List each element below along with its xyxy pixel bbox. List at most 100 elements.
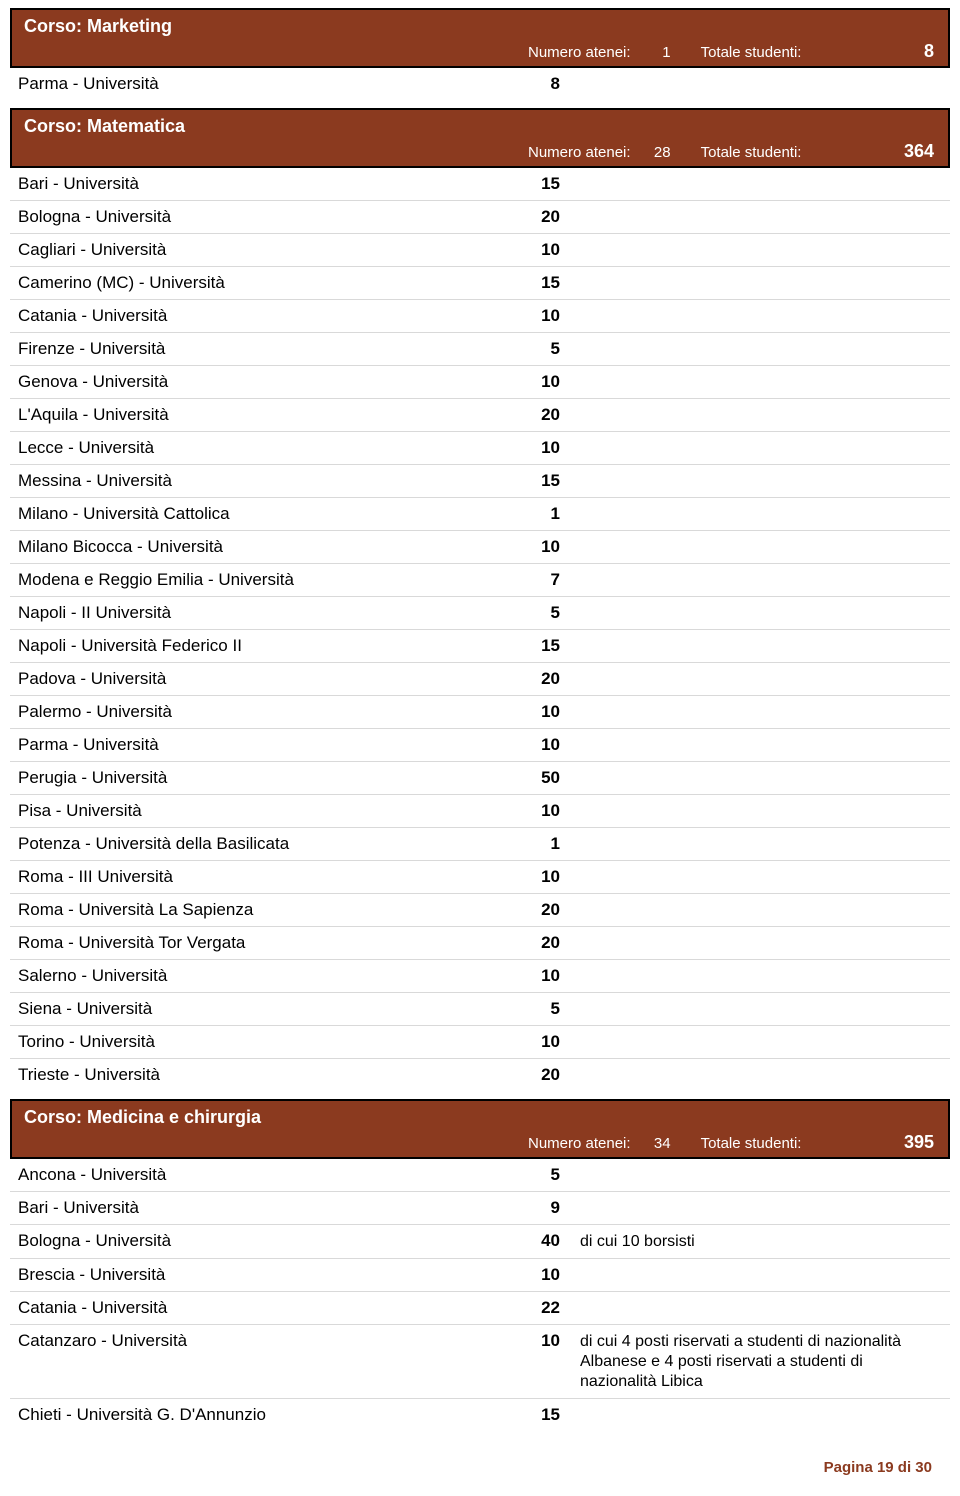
uni-value: 10 [504,537,580,557]
uni-note: di cui 10 borsisti [580,1232,938,1252]
uni-value: 1 [504,504,580,524]
uni-name: Napoli - Università Federico II [18,636,504,656]
table-row: L'Aquila - Università20 [10,399,950,432]
uni-name: Genova - Università [18,372,504,392]
uni-name: Catania - Università [18,1298,504,1318]
uni-name: Ancona - Università [18,1165,504,1185]
uni-name: Chieti - Università G. D'Annunzio [18,1405,504,1425]
atenei-value: 28 [631,144,701,161]
uni-value: 10 [504,867,580,887]
uni-name: Roma - Università Tor Vergata [18,933,504,953]
totale-label: Totale studenti: [701,44,802,61]
uni-value: 10 [504,1265,580,1285]
uni-value: 10 [504,702,580,722]
uni-value: 20 [504,207,580,227]
table-row: Genova - Università10 [10,366,950,399]
atenei-label: Numero atenei: [528,44,631,61]
table-row: Modena e Reggio Emilia - Università7 [10,564,950,597]
uni-value: 10 [504,1331,580,1351]
table-row: Perugia - Università50 [10,762,950,795]
table-row: Bari - Università15 [10,168,950,201]
uni-value: 10 [504,1032,580,1052]
page: Corso: Marketing Numero atenei: 1 Totale… [0,0,960,1496]
uni-name: Cagliari - Università [18,240,504,260]
course-summary: Numero atenei: 1 Totale studenti: 8 [24,37,936,62]
table-row: Trieste - Università20 [10,1059,950,1091]
table-row: Salerno - Università10 [10,960,950,993]
uni-name: Trieste - Università [18,1065,504,1085]
uni-name: Salerno - Università [18,966,504,986]
table-row: Pisa - Università10 [10,795,950,828]
table-row: Torino - Università10 [10,1026,950,1059]
uni-name: Milano - Università Cattolica [18,504,504,524]
rows-container: Ancona - Università5 Bari - Università9 … [10,1159,950,1431]
uni-value: 8 [504,74,580,94]
uni-value: 15 [504,471,580,491]
uni-value: 50 [504,768,580,788]
atenei-value: 34 [631,1135,701,1152]
table-row: Roma - Università Tor Vergata20 [10,927,950,960]
uni-name: Catania - Università [18,306,504,326]
table-row: Cagliari - Università10 [10,234,950,267]
totale-value: 364 [904,141,936,162]
uni-name: Milano Bicocca - Università [18,537,504,557]
uni-value: 5 [504,603,580,623]
uni-name: Perugia - Università [18,768,504,788]
table-row: Siena - Università5 [10,993,950,1026]
course-summary: Numero atenei: 34 Totale studenti: 395 [24,1128,936,1153]
table-row: Parma - Università10 [10,729,950,762]
course-summary: Numero atenei: 28 Totale studenti: 364 [24,137,936,162]
uni-name: Bari - Università [18,174,504,194]
table-row: Parma - Università 8 [10,68,950,100]
table-row: Messina - Università15 [10,465,950,498]
course-title: Corso: Marketing [24,16,936,37]
table-row: Lecce - Università10 [10,432,950,465]
uni-value: 10 [504,438,580,458]
table-row: Bologna - Università20 [10,201,950,234]
totale-label: Totale studenti: [701,144,802,161]
table-row: Catanzaro - Università10di cui 4 posti r… [10,1325,950,1399]
uni-name: Firenze - Università [18,339,504,359]
uni-name: Brescia - Università [18,1265,504,1285]
uni-value: 15 [504,273,580,293]
uni-value: 5 [504,999,580,1019]
uni-value: 40 [504,1231,580,1251]
uni-name: Parma - Università [18,74,504,94]
uni-value: 15 [504,174,580,194]
totale-value: 395 [904,1132,936,1153]
uni-value: 1 [504,834,580,854]
uni-name: Bologna - Università [18,207,504,227]
totale-value: 8 [924,41,936,62]
table-row: Potenza - Università della Basilicata1 [10,828,950,861]
atenei-label: Numero atenei: [528,144,631,161]
uni-name: Torino - Università [18,1032,504,1052]
table-row: Napoli - Università Federico II15 [10,630,950,663]
uni-name: Roma - Università La Sapienza [18,900,504,920]
uni-value: 10 [504,801,580,821]
table-row: Catania - Università22 [10,1292,950,1325]
uni-name: Parma - Università [18,735,504,755]
uni-name: Padova - Università [18,669,504,689]
course-title: Corso: Medicina e chirurgia [24,1107,936,1128]
table-row: Napoli - II Università5 [10,597,950,630]
uni-name: Camerino (MC) - Università [18,273,504,293]
uni-value: 20 [504,669,580,689]
course-title: Corso: Matematica [24,116,936,137]
uni-value: 10 [504,306,580,326]
table-row: Milano Bicocca - Università10 [10,531,950,564]
table-row: Firenze - Università5 [10,333,950,366]
uni-value: 15 [504,636,580,656]
uni-value: 10 [504,966,580,986]
uni-name: Catanzaro - Università [18,1331,504,1351]
uni-name: L'Aquila - Università [18,405,504,425]
uni-name: Roma - III Università [18,867,504,887]
uni-value: 5 [504,339,580,359]
totale-label: Totale studenti: [701,1135,802,1152]
uni-name: Bari - Università [18,1198,504,1218]
uni-name: Modena e Reggio Emilia - Università [18,570,504,590]
section-header: Corso: Marketing Numero atenei: 1 Totale… [10,8,950,68]
table-row: Camerino (MC) - Università15 [10,267,950,300]
uni-value: 9 [504,1198,580,1218]
table-row: Chieti - Università G. D'Annunzio15 [10,1399,950,1431]
rows-container: Bari - Università15 Bologna - Università… [10,168,950,1091]
